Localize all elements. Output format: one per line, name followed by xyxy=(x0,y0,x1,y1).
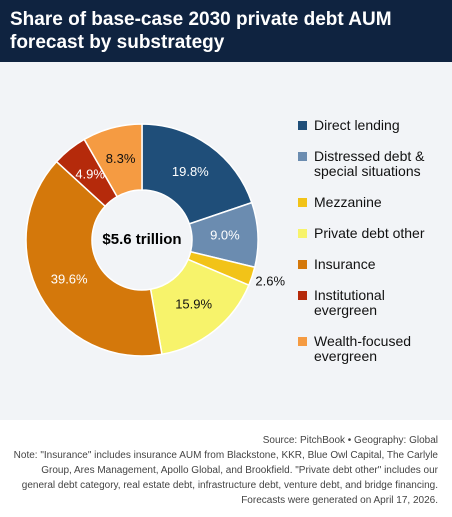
legend-label: Insurance xyxy=(314,256,376,272)
legend-label: Private debt other xyxy=(314,225,425,241)
legend-item: Mezzanine xyxy=(298,195,448,210)
value-label: 39.6% xyxy=(51,271,88,286)
legend-item: Distressed debt & special situations xyxy=(298,149,448,179)
donut-slice xyxy=(83,123,143,198)
legend-item: Private debt other xyxy=(298,226,448,241)
legend-swatch xyxy=(298,291,307,300)
legend-swatch xyxy=(298,337,307,346)
legend-swatch xyxy=(298,260,307,269)
legend-label: Wealth-focused evergreen xyxy=(314,333,412,364)
legend-item: Direct lending xyxy=(298,118,448,133)
value-label: 15.9% xyxy=(175,296,212,311)
value-label: 8.3% xyxy=(106,151,136,166)
note: Note: "Insurance" includes insurance AUM… xyxy=(13,450,438,506)
legend-item: Institutional evergreen xyxy=(298,288,448,318)
value-label: 4.9% xyxy=(75,167,105,182)
value-label: 19.8% xyxy=(172,164,209,179)
center-label: $5.6 trillion xyxy=(102,231,181,248)
legend-label: Distressed debt & special situations xyxy=(314,148,425,179)
legend: Direct lending Distressed debt & special … xyxy=(298,118,448,364)
legend-swatch xyxy=(298,229,307,238)
source: Source: PitchBook • Geography: Global xyxy=(262,435,438,446)
legend-item: Insurance xyxy=(298,257,448,272)
value-label: 2.6% xyxy=(255,274,285,289)
legend-label: Institutional evergreen xyxy=(314,287,385,318)
legend-label: Mezzanine xyxy=(314,194,382,210)
donut-slice xyxy=(25,160,163,357)
value-label: 9.0% xyxy=(210,228,240,243)
donut-slice xyxy=(141,123,253,225)
legend-label: Direct lending xyxy=(314,117,400,133)
legend-swatch xyxy=(298,152,307,161)
legend-swatch xyxy=(298,121,307,130)
chart-title: Share of base-case 2030 private debt AUM… xyxy=(0,0,452,62)
legend-swatch xyxy=(298,198,307,207)
footer: Source: PitchBook • Geography: Global No… xyxy=(8,433,438,508)
legend-item: Wealth-focused evergreen xyxy=(298,334,448,364)
